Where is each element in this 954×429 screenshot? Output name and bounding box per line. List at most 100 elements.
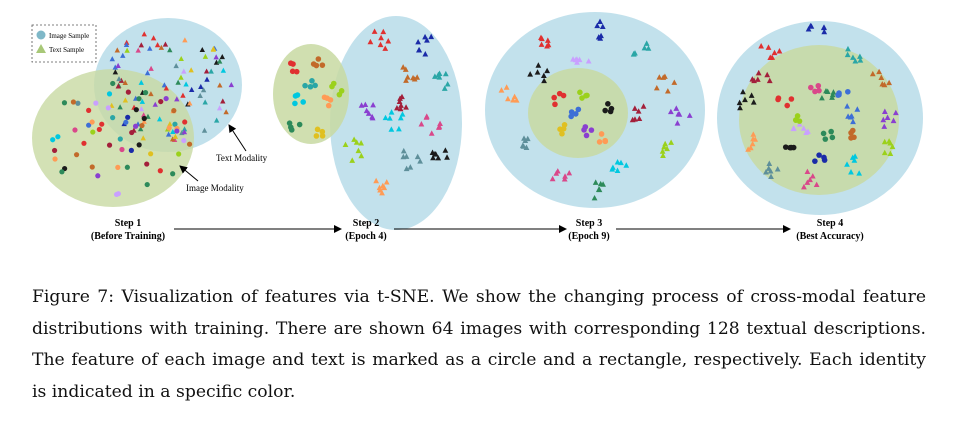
- text-sample-marker: [776, 48, 783, 54]
- text-sample-marker: [169, 136, 176, 142]
- image-sample-marker: [307, 83, 314, 90]
- image-sample-marker: [338, 88, 345, 94]
- image-sample-marker: [296, 121, 303, 128]
- text-sample-marker: [414, 74, 421, 80]
- text-sample-marker: [379, 189, 385, 196]
- text-sample-marker: [407, 164, 414, 170]
- image-sample-marker: [133, 107, 139, 113]
- scatter-points-step-1: [50, 31, 235, 198]
- text-sample-marker: [635, 108, 642, 114]
- image-sample-marker: [315, 56, 322, 62]
- step-4-subtitle: (Best Accuracy): [796, 231, 863, 242]
- image-sample-marker: [552, 101, 558, 108]
- image-sample-marker: [293, 68, 300, 75]
- legend-text-marker: [36, 44, 46, 53]
- image-sample-marker: [141, 115, 147, 122]
- text-sample-marker: [123, 41, 130, 48]
- scatter-points-step-3: [498, 18, 693, 201]
- image-sample-marker: [572, 111, 579, 117]
- text-sample-marker: [202, 53, 209, 59]
- text-sample-marker: [674, 120, 681, 126]
- image-sample-marker: [106, 91, 113, 97]
- text-sample-marker: [592, 179, 599, 185]
- image-sample-marker: [136, 142, 142, 148]
- text-sample-marker: [614, 159, 621, 165]
- text-sample-marker: [180, 92, 186, 98]
- image-sample-marker: [73, 152, 80, 158]
- text-sample-marker: [801, 183, 807, 190]
- text-sample-marker: [742, 96, 748, 103]
- text-sample-marker: [754, 76, 761, 82]
- text-sample-marker: [148, 91, 154, 97]
- text-sample-marker: [397, 114, 404, 121]
- text-sample-marker: [444, 81, 451, 87]
- image-sample-marker: [309, 78, 315, 84]
- text-sample-marker: [183, 81, 189, 87]
- text-sample-marker: [362, 101, 369, 108]
- image-sample-marker: [171, 107, 177, 114]
- image-sample-marker: [110, 80, 116, 87]
- step-1-title: Step 1: [115, 218, 141, 229]
- text-sample-marker: [851, 157, 858, 163]
- text-sample-marker: [198, 83, 204, 90]
- text-sample-marker: [659, 148, 666, 154]
- image-sample-marker: [182, 119, 188, 125]
- text-region: [330, 16, 462, 230]
- caption-label: Figure 7:: [32, 287, 115, 307]
- image-sample-marker: [812, 158, 818, 164]
- image-sample-marker: [319, 62, 326, 68]
- text-sample-marker: [381, 184, 388, 191]
- image-sample-marker: [559, 130, 565, 137]
- image-region: [739, 45, 899, 195]
- text-sample-marker: [138, 106, 145, 112]
- image-sample-marker: [52, 156, 58, 162]
- text-sample-marker: [414, 153, 421, 160]
- text-sample-marker: [764, 71, 771, 78]
- text-sample-marker: [844, 103, 851, 109]
- text-sample-marker: [365, 110, 372, 116]
- text-sample-marker: [124, 47, 130, 53]
- text-sample-marker: [595, 186, 602, 192]
- image-sample-marker: [124, 164, 130, 170]
- image-sample-marker: [300, 99, 306, 105]
- step-1-subtitle: (Before Training): [91, 231, 165, 242]
- text-sample-marker: [752, 136, 759, 142]
- text-sample-marker: [213, 117, 220, 123]
- text-sample-marker: [200, 87, 207, 93]
- image-sample-marker: [114, 191, 120, 198]
- image-sample-marker: [86, 107, 92, 113]
- text-sample-marker: [881, 123, 888, 129]
- image-sample-marker: [551, 94, 557, 101]
- image-sample-marker: [325, 102, 332, 109]
- text-sample-marker: [213, 54, 219, 60]
- image-sample-marker: [286, 120, 293, 126]
- text-sample-marker: [220, 98, 226, 104]
- image-sample-marker: [72, 127, 78, 133]
- text-sample-marker: [566, 169, 573, 176]
- text-sample-marker: [745, 146, 752, 152]
- text-sample-marker: [774, 166, 781, 172]
- text-sample-marker: [750, 131, 757, 137]
- text-sample-marker: [386, 115, 393, 121]
- image-sample-marker: [55, 134, 61, 140]
- image-sample-marker: [128, 147, 134, 153]
- panel-step-1: [32, 18, 242, 207]
- text-sample-marker: [758, 43, 765, 49]
- text-sample-marker: [889, 143, 896, 150]
- text-sample-marker: [210, 46, 217, 52]
- text-sample-marker: [631, 105, 638, 111]
- text-sample-marker: [640, 103, 647, 109]
- text-sample-marker: [378, 34, 384, 41]
- image-sample-marker: [828, 128, 834, 135]
- text-sample-marker: [403, 104, 409, 110]
- text-sample-marker: [178, 74, 184, 80]
- text-sample-marker: [144, 70, 151, 76]
- text-sample-marker: [664, 88, 671, 94]
- text-sample-marker: [519, 142, 526, 149]
- text-sample-marker: [671, 79, 678, 85]
- text-sample-marker: [404, 74, 411, 80]
- text-sample-marker: [135, 47, 141, 53]
- text-sample-marker: [112, 64, 118, 70]
- text-sample-marker: [138, 42, 145, 48]
- image-sample-marker: [602, 107, 608, 114]
